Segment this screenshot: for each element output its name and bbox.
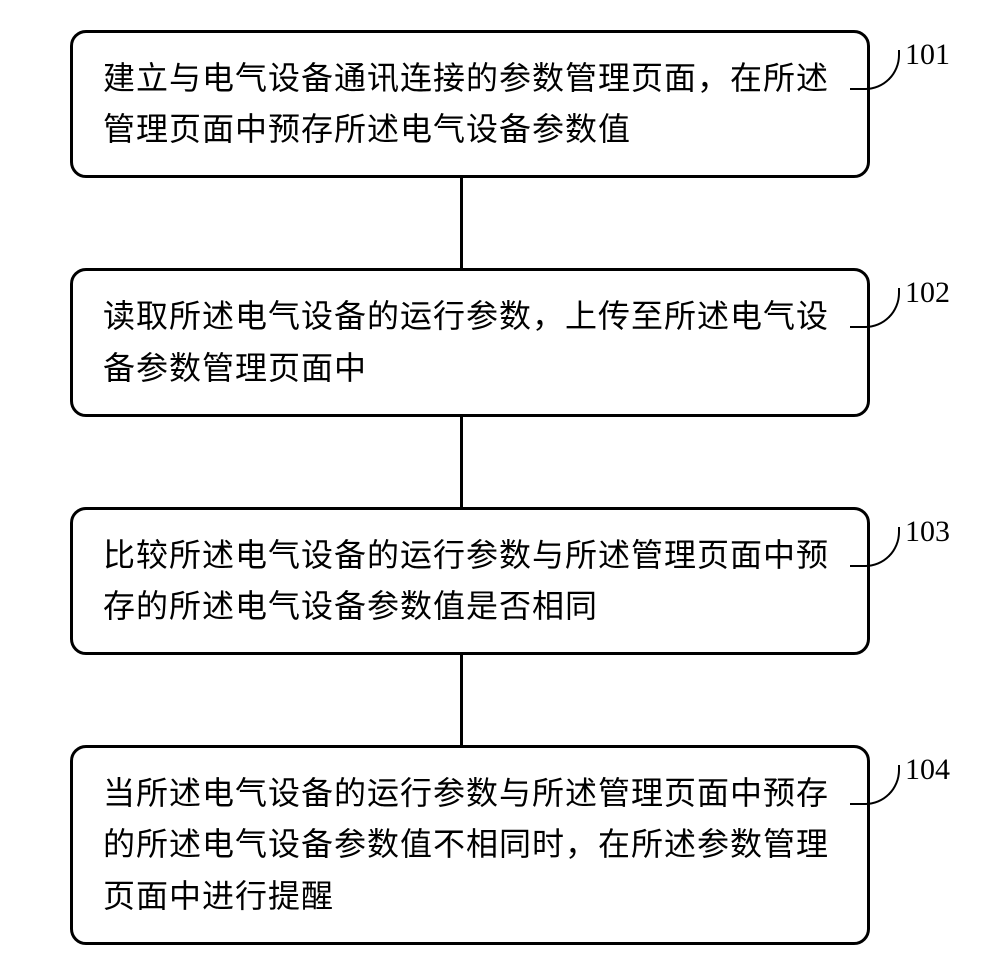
connector-curve — [850, 288, 900, 328]
label-text: 101 — [905, 38, 950, 72]
step-box-101: 建立与电气设备通讯连接的参数管理页面，在所述管理页面中预存所述电气设备参数值 — [70, 30, 870, 178]
step-box-104: 当所述电气设备的运行参数与所述管理页面中预存的所述电气设备参数值不相同时，在所述… — [70, 745, 870, 945]
connector-line — [460, 417, 463, 507]
label-101: 101 — [850, 50, 950, 90]
step-text: 当所述电气设备的运行参数与所述管理页面中预存的所述电气设备参数值不相同时，在所述… — [103, 768, 837, 922]
step-text: 比较所述电气设备的运行参数与所述管理页面中预存的所述电气设备参数值是否相同 — [103, 530, 837, 632]
step-text: 建立与电气设备通讯连接的参数管理页面，在所述管理页面中预存所述电气设备参数值 — [103, 53, 837, 155]
label-text: 102 — [905, 276, 950, 310]
connector-line — [460, 655, 463, 745]
label-103: 103 — [850, 527, 950, 567]
step-text: 读取所述电气设备的运行参数，上传至所述电气设备参数管理页面中 — [103, 291, 837, 393]
connector-line — [460, 178, 463, 268]
connector-curve — [850, 527, 900, 567]
label-104: 104 — [850, 765, 950, 805]
label-text: 103 — [905, 515, 950, 549]
flowchart-container: 建立与电气设备通讯连接的参数管理页面，在所述管理页面中预存所述电气设备参数值 1… — [50, 30, 950, 945]
label-102: 102 — [850, 288, 950, 328]
connector-curve — [850, 765, 900, 805]
step-box-102: 读取所述电气设备的运行参数，上传至所述电气设备参数管理页面中 — [70, 268, 870, 416]
connector-curve — [850, 50, 900, 90]
label-text: 104 — [905, 753, 950, 787]
step-box-103: 比较所述电气设备的运行参数与所述管理页面中预存的所述电气设备参数值是否相同 — [70, 507, 870, 655]
